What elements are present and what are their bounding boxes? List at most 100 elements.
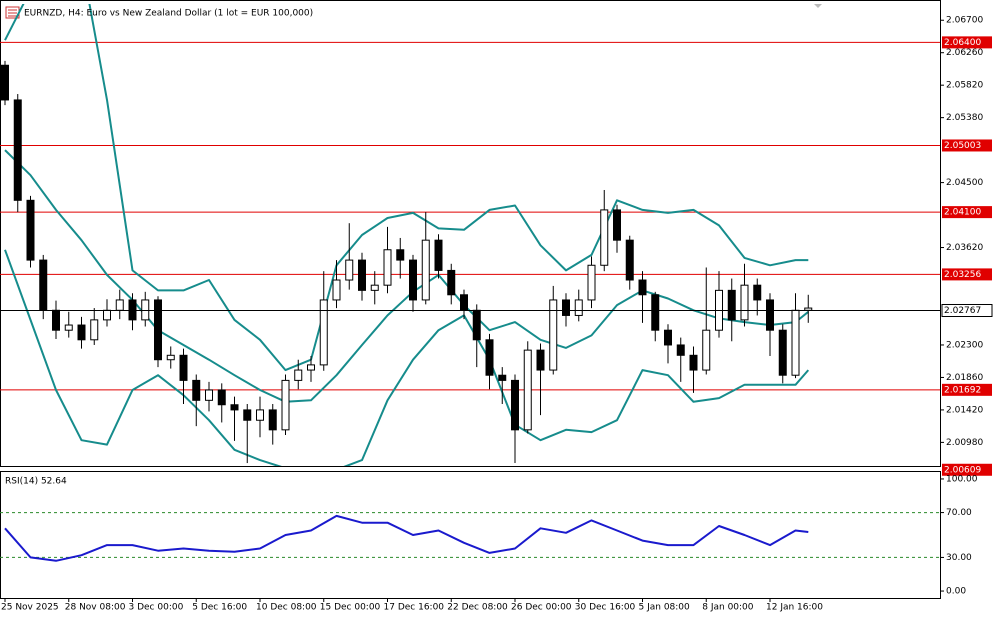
candle-body: [600, 209, 609, 266]
candle-body: [370, 284, 379, 291]
candle-body: [230, 404, 239, 411]
level-label: 2.03256: [944, 270, 981, 280]
candle-body: [268, 409, 277, 431]
x-tick-label: 10 Dec 08:00: [256, 603, 317, 613]
candle-body: [702, 329, 711, 371]
candle-body: [154, 299, 162, 361]
candle-body: [52, 309, 60, 331]
candle-body: [166, 354, 175, 361]
candle-body: [281, 379, 290, 431]
candle-body: [294, 369, 303, 381]
candle-body: [536, 349, 545, 371]
x-tick-label: 15 Dec 00:00: [320, 603, 381, 613]
candle-body: [39, 259, 48, 311]
candle-body: [664, 329, 672, 346]
candle-body: [778, 329, 787, 376]
y-tick-label: 30.00: [946, 553, 972, 563]
level-label: 2.06400: [944, 38, 981, 48]
candle-body: [217, 389, 226, 406]
candle-body: [740, 284, 749, 321]
y-tick-label: 2.05820: [946, 81, 983, 91]
candle-body: [103, 309, 111, 321]
axes: 2.06700 2.06260 2.05820 2.05380 2.04500 2.036…: [1, 16, 993, 613]
rsi-line: [4, 514, 809, 562]
scroll-marker: [814, 4, 822, 8]
level-label-box: [942, 139, 992, 152]
candle-body: [64, 324, 73, 331]
level-label: 2.00609: [944, 465, 981, 475]
candle-body: [192, 379, 201, 401]
candle-body: [243, 409, 252, 421]
candle-body: [332, 279, 341, 301]
level-label-box: [942, 463, 992, 476]
y-tick-label: 2.01860: [946, 373, 983, 383]
candle-body: [460, 294, 468, 311]
candle-body: [307, 364, 315, 371]
candle-body: [804, 307, 813, 311]
candle-body: [753, 284, 762, 301]
candle-body: [396, 249, 405, 261]
candle-body: [345, 259, 354, 281]
candle-body: [625, 239, 634, 281]
candle-body: [613, 209, 621, 241]
y-tick-label: 2.06700: [946, 16, 983, 26]
x-tick-label: 12 Jan 16:00: [766, 603, 823, 613]
candle-body: [676, 344, 685, 356]
candle-body: [13, 99, 22, 201]
y-tick-label: 2.01420: [946, 405, 983, 415]
candle-body: [562, 299, 570, 316]
candle-body: [523, 349, 532, 431]
rsi-title: RSI(14) 52.64: [5, 477, 67, 487]
level-label: 2.04100: [944, 208, 981, 218]
candle-body: [472, 309, 481, 341]
x-tick-label: 30 Dec 16:00: [575, 603, 636, 613]
candle-body: [421, 239, 430, 301]
candle-body: [115, 299, 124, 311]
candle-body: [179, 354, 188, 381]
level-label: 2.01692: [944, 385, 981, 395]
y-tick-label: 2.06260: [946, 48, 983, 58]
candle-body: [587, 264, 596, 301]
candle-body: [574, 299, 583, 316]
rsi-panel: [0, 471, 941, 599]
candle-body: [358, 259, 366, 291]
candle-body: [791, 309, 800, 376]
candle-body: [26, 199, 35, 261]
band-line: [4, 4, 809, 372]
x-tick-label: 26 Dec 00:00: [511, 603, 572, 613]
candle-body: [409, 259, 417, 301]
x-tick-label: 8 Jan 00:00: [702, 603, 754, 613]
candle-body: [511, 379, 519, 431]
main-panel: [0, 0, 941, 467]
candle-body: [498, 374, 507, 381]
x-tick-label: 5 Jan 08:00: [639, 603, 691, 613]
level-label-box: [942, 383, 992, 396]
candle-body: [319, 299, 328, 366]
level-label: 2.05003: [944, 141, 981, 151]
candle-body: [638, 279, 647, 296]
rsi-plot: [0, 512, 940, 562]
x-tick-label: 17 Dec 16:00: [384, 603, 445, 613]
candle-body: [128, 299, 137, 321]
x-tick-label: 22 Dec 08:00: [447, 603, 508, 613]
y-tick-label: 100.00: [946, 474, 978, 484]
candle-body: [447, 269, 456, 296]
candle-body: [689, 354, 698, 371]
y-tick-label: 2.05380: [946, 113, 983, 123]
y-tick-label: 2.04500: [946, 178, 983, 188]
y-tick-label: 2.03620: [946, 243, 983, 253]
level-label-box: [942, 268, 992, 281]
current-price-box: [941, 303, 993, 317]
current-price-label: 2.02767: [944, 306, 981, 316]
candle-body: [205, 389, 213, 401]
candle-body: [1, 64, 9, 101]
candle-body: [434, 239, 443, 271]
y-tick-label: 2.02300: [946, 340, 983, 350]
x-tick-label: 28 Nov 08:00: [65, 603, 126, 613]
main-plot: [0, 4, 940, 466]
band-line: [4, 249, 810, 466]
y-tick-label: 70.00: [946, 508, 972, 518]
candle-body: [90, 319, 99, 341]
